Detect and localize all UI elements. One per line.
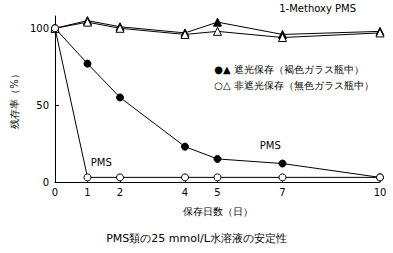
svg-text:4: 4 bbox=[182, 187, 188, 198]
svg-text:0: 0 bbox=[43, 177, 49, 188]
svg-text:10: 10 bbox=[374, 187, 387, 198]
svg-text:PMS: PMS bbox=[91, 157, 112, 168]
svg-text:残存率（%）: 残存率（%） bbox=[9, 69, 20, 129]
svg-text:5: 5 bbox=[214, 187, 220, 198]
svg-text:0: 0 bbox=[52, 187, 58, 198]
svg-text:7: 7 bbox=[279, 187, 285, 198]
svg-text:○△ 非遮光保存（無色ガラス瓶中）: ○△ 非遮光保存（無色ガラス瓶中） bbox=[214, 80, 374, 91]
svg-text:50: 50 bbox=[36, 100, 49, 111]
svg-text:保存日数（日）: 保存日数（日） bbox=[183, 206, 253, 217]
svg-text:1: 1 bbox=[84, 187, 90, 198]
svg-text:●▲ 遮光保存（褐色ガラス瓶中）: ●▲ 遮光保存（褐色ガラス瓶中） bbox=[214, 64, 364, 75]
svg-text:2: 2 bbox=[117, 187, 123, 198]
svg-text:PMS: PMS bbox=[260, 140, 281, 151]
svg-text:PMS類の25 mmol/L水溶液の安定性: PMS類の25 mmol/L水溶液の安定性 bbox=[106, 232, 287, 245]
svg-text:1-Methoxy PMS: 1-Methoxy PMS bbox=[279, 3, 356, 14]
svg-text:100: 100 bbox=[30, 23, 49, 34]
